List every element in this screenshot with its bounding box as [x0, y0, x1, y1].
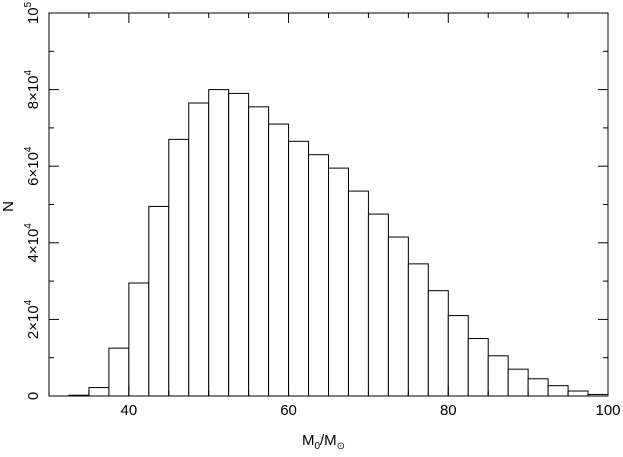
y-tick-labels: 0 2×104 4×104 6×104 8×104 105	[23, 1, 42, 400]
y-tick-label: 8×104	[23, 69, 42, 109]
x-axis-title-main: M	[302, 432, 315, 449]
histogram-bar	[168, 138, 190, 397]
histogram-bar	[248, 106, 270, 397]
histogram-bar	[447, 315, 469, 397]
histogram-bar	[387, 236, 409, 397]
ticks-group	[48, 12, 609, 397]
y-axis-title: N	[0, 201, 17, 212]
histogram-bar	[347, 190, 369, 397]
histogram-bar	[547, 385, 569, 397]
histogram-bar	[487, 355, 509, 397]
histogram-bar	[128, 282, 150, 397]
histogram-bar	[367, 213, 389, 397]
x-tick-label: 100	[595, 402, 620, 419]
histogram-bar	[88, 387, 110, 397]
histogram-bar	[567, 390, 589, 397]
histogram-bar	[407, 263, 429, 397]
y-tick-label: 6×104	[23, 146, 42, 186]
histogram-bar	[507, 368, 529, 397]
bars-group	[68, 89, 609, 397]
histogram-bar	[527, 378, 549, 397]
y-tick-label: 105	[23, 1, 42, 24]
histogram-bar	[467, 338, 489, 397]
histogram-bar	[228, 92, 250, 397]
x-axis-title-sub2: ⊙	[337, 441, 345, 452]
y-tick-label: 2×104	[23, 299, 42, 339]
x-axis-title-sub1: 0	[314, 441, 320, 452]
histogram-bar	[108, 347, 130, 397]
x-tick-labels: 40 60 80 100	[121, 402, 621, 419]
y-tick-label: 4×104	[23, 223, 42, 263]
histogram-bar	[208, 89, 230, 397]
histogram-bar	[308, 154, 329, 397]
y-tick-label: 0	[25, 392, 42, 400]
x-tick-label: 60	[280, 402, 297, 419]
histogram-bar	[148, 205, 170, 397]
histogram-bar	[268, 123, 290, 397]
histogram-bar	[328, 167, 349, 397]
x-tick-label: 80	[440, 402, 457, 419]
histogram-bar	[427, 290, 449, 397]
histogram-bar	[188, 102, 210, 397]
x-axis-title: M0/M⊙	[302, 432, 345, 452]
x-tick-label: 40	[121, 402, 138, 419]
x-axis-title-separator: /M	[320, 432, 337, 449]
histogram-bar	[288, 140, 310, 397]
